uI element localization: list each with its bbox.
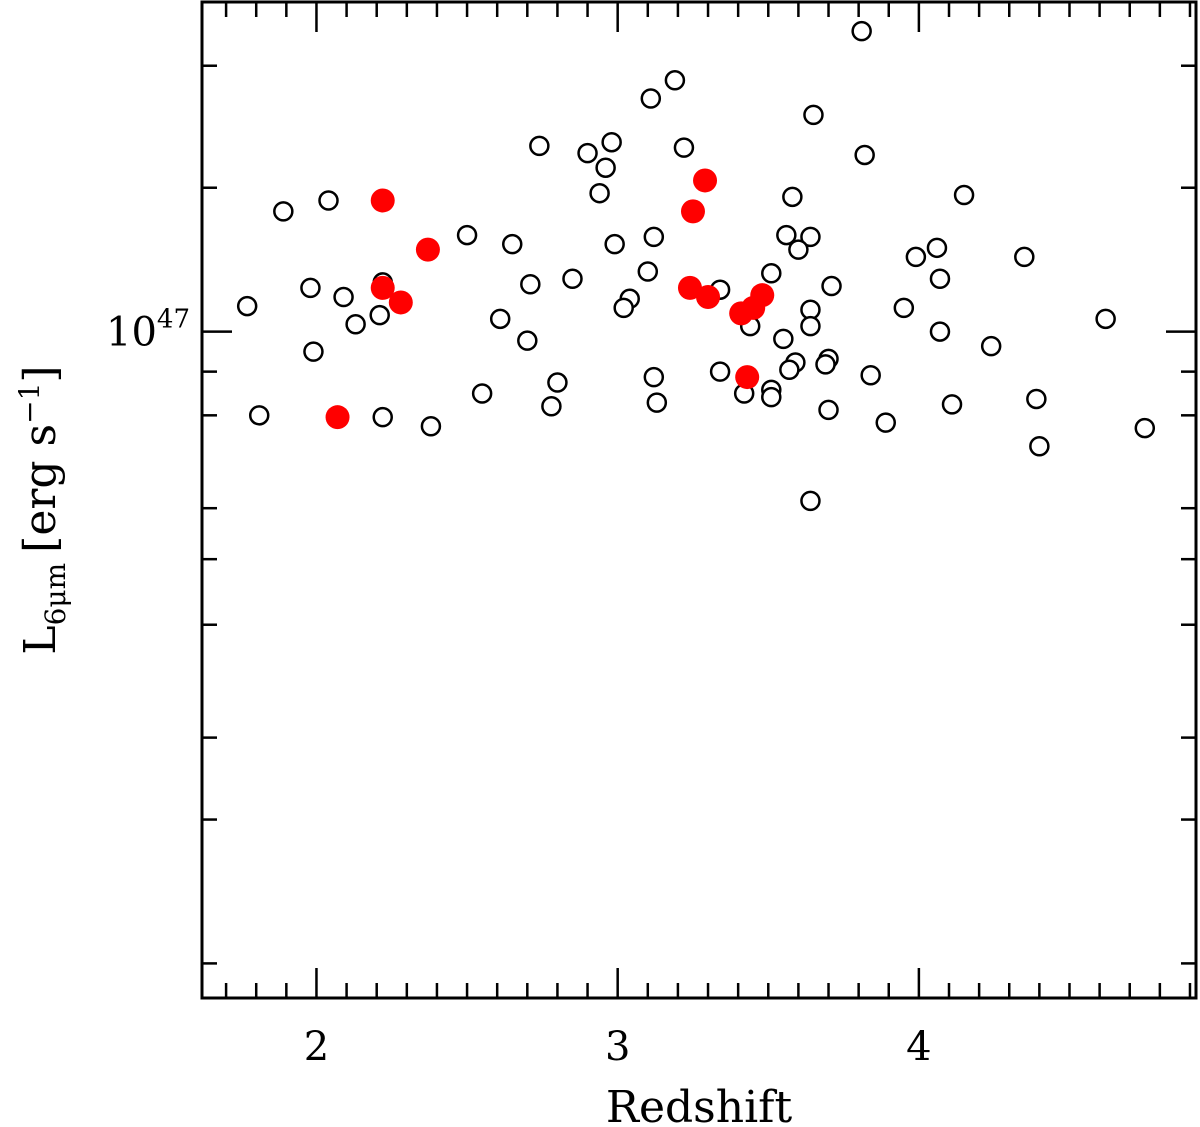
y-tick-label: 1047 — [106, 305, 190, 356]
data-point-filled — [735, 365, 760, 390]
data-point-open — [709, 361, 731, 382]
data-point-filled — [693, 168, 718, 193]
data-point-open — [604, 233, 625, 255]
data-point-open — [303, 341, 324, 362]
data-point-open — [471, 383, 493, 404]
data-point-open — [595, 157, 616, 178]
data-point-open — [782, 186, 803, 208]
data-point-open — [1026, 388, 1047, 410]
data-point-open — [818, 399, 839, 421]
data-point-open — [318, 190, 339, 211]
axis-tick-labels: 2 3 4 1047 — [106, 305, 932, 1070]
data-point-open — [673, 137, 695, 158]
data-point-open — [369, 304, 390, 326]
data-point-open — [640, 88, 662, 109]
data-point-open — [788, 239, 809, 260]
data-point-open — [589, 182, 610, 204]
y-axis-label-units-close: ] — [15, 365, 66, 382]
data-point-filled — [415, 237, 440, 262]
data-point-open — [761, 386, 782, 408]
data-point-open — [953, 184, 975, 206]
data-point-open — [529, 135, 550, 157]
data-point-open — [860, 365, 881, 386]
data-point-open — [646, 392, 668, 413]
data-point-open — [541, 395, 562, 417]
data-point-open — [1014, 246, 1035, 268]
y-axis-label: L6μm [erg s−1] — [13, 365, 72, 654]
data-point-open — [300, 277, 321, 299]
data-point-open — [800, 315, 821, 337]
data-point-open — [926, 237, 948, 259]
data-point-open — [601, 131, 622, 153]
open-points-series — [236, 20, 1156, 512]
data-point-open — [929, 321, 951, 342]
plot-frame — [200, 0, 1198, 1000]
data-point-open — [643, 226, 665, 248]
data-point-open — [664, 70, 686, 91]
data-point-open — [643, 366, 665, 388]
data-point-open — [761, 263, 782, 284]
data-point-open — [613, 297, 634, 319]
data-point-open — [547, 372, 568, 393]
data-point-open — [345, 314, 366, 335]
data-point-filled — [729, 301, 754, 326]
data-point-open — [236, 295, 258, 317]
data-point-filled — [370, 188, 395, 213]
data-point-open — [851, 20, 872, 42]
x-tick-label: 4 — [906, 1024, 931, 1070]
y-axis-label-units: [erg s — [15, 424, 66, 553]
y-axis-label-main: L — [15, 625, 66, 654]
data-point-open — [333, 286, 354, 308]
data-point-open — [941, 394, 963, 415]
data-point-open — [517, 330, 538, 351]
data-point-open — [800, 490, 821, 512]
data-point-open — [248, 405, 270, 426]
data-point-filled — [325, 405, 350, 430]
data-point-open — [420, 416, 442, 437]
y-tick-label-exp: 47 — [157, 305, 190, 335]
data-point-open — [905, 246, 927, 268]
data-point-open — [456, 224, 478, 246]
data-point-open — [980, 335, 1002, 357]
x-axis-label: Redshift — [606, 1082, 793, 1127]
data-point-filled — [388, 290, 413, 315]
data-point-open — [489, 308, 511, 330]
data-point-open — [773, 328, 794, 350]
data-point-open — [815, 354, 836, 375]
data-point-open — [821, 275, 842, 297]
x-tick-label: 3 — [605, 1024, 630, 1070]
y-axis-label-subscript: 6μm — [39, 563, 72, 626]
data-point-filled — [680, 199, 705, 224]
data-point-open — [1134, 417, 1156, 439]
y-axis-label-units-exp: −1 — [13, 383, 46, 424]
data-point-open — [562, 268, 583, 290]
data-point-open — [854, 144, 875, 166]
data-point-open — [893, 297, 915, 319]
data-point-open — [520, 273, 541, 295]
data-point-open — [577, 142, 598, 164]
axis-ticks — [202, 2, 1196, 998]
filled-points-series — [325, 168, 775, 430]
data-point-open — [875, 412, 897, 433]
data-point-open — [273, 201, 294, 222]
data-point-open — [779, 359, 800, 381]
data-point-open — [929, 268, 951, 290]
data-point-open — [803, 104, 824, 126]
data-point-filled — [677, 275, 702, 300]
data-point-open — [1029, 436, 1050, 457]
data-point-open — [637, 261, 659, 282]
x-tick-label: 2 — [304, 1024, 329, 1070]
data-point-open — [501, 233, 523, 255]
y-tick-label-base: 10 — [106, 310, 157, 356]
data-point-open — [776, 224, 797, 246]
data-point-filled — [370, 275, 395, 300]
data-point-filled — [696, 284, 721, 309]
data-point-open — [800, 226, 821, 248]
data-point-open — [372, 406, 393, 428]
data-point-open — [1095, 308, 1116, 330]
